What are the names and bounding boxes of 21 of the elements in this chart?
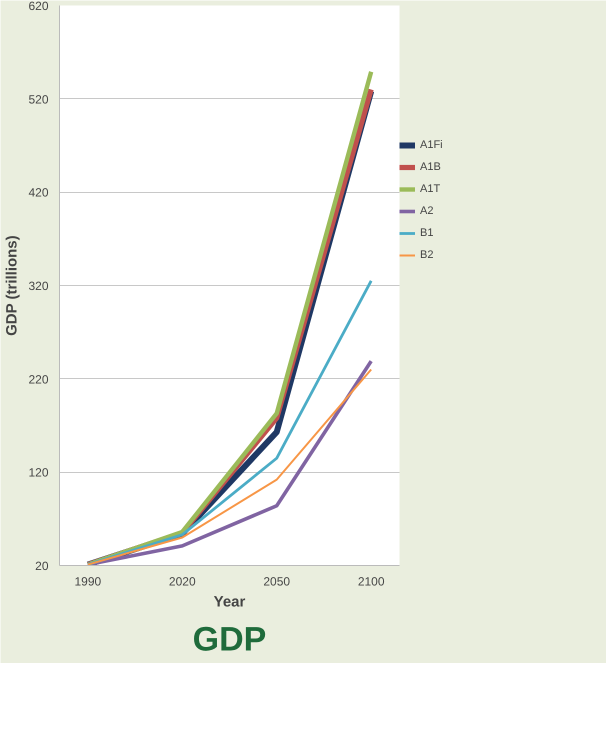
x-tick-label: 2100 <box>358 574 385 588</box>
y-axis-title: GDP (trillions) <box>3 235 20 336</box>
y-tick-label: 320 <box>28 279 49 293</box>
x-tick-label: 1990 <box>74 574 102 588</box>
x-tick-label: 2050 <box>263 574 290 588</box>
y-tick-label: 120 <box>28 466 49 480</box>
legend-label: A2 <box>420 205 434 217</box>
line-series <box>86 279 373 566</box>
y-tick-label: 620 <box>28 0 49 13</box>
y-tick-label: 420 <box>28 186 49 200</box>
x-axis-title: Year <box>214 594 246 610</box>
y-tick-label: 520 <box>28 92 49 106</box>
y-tick-label: 20 <box>35 559 49 573</box>
text: GDP <box>192 620 266 658</box>
legend-label: A1B <box>420 161 441 173</box>
legend-label: A1T <box>420 183 440 195</box>
x-tick-label: 2020 <box>168 574 196 588</box>
legend-label: B2 <box>420 249 434 261</box>
y-tick-label: 220 <box>28 372 49 386</box>
legend-label: A1Fi <box>420 139 443 151</box>
legend-label: B1 <box>420 227 434 239</box>
